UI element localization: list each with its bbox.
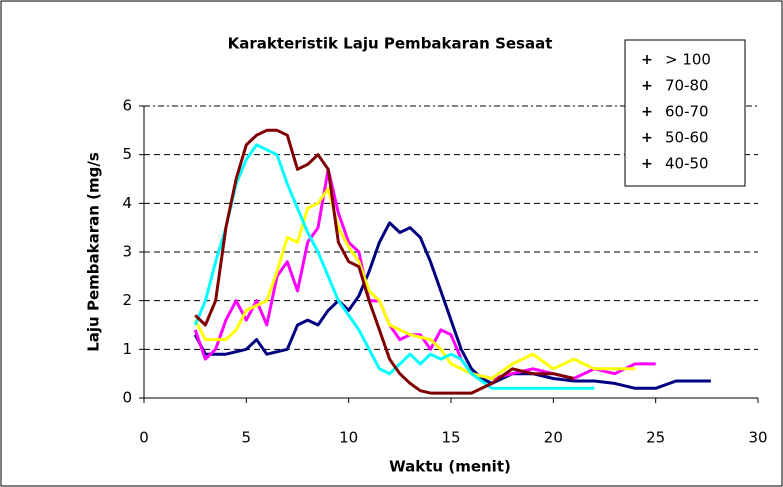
- chart-title: Karakteristik Laju Pembakaran Sesaat: [228, 35, 553, 53]
- y-tick-label: 3: [122, 243, 132, 261]
- legend-label: 40-50: [665, 155, 709, 173]
- legend-label: 70-80: [665, 77, 709, 95]
- x-tick-label: 30: [748, 429, 767, 447]
- legend-marker: +: [641, 78, 653, 94]
- x-tick-label: 0: [139, 429, 149, 447]
- legend-marker: +: [641, 156, 653, 172]
- y-tick-label: 2: [122, 291, 132, 309]
- series-line: [193, 221, 711, 390]
- y-tick-label: 6: [122, 97, 132, 115]
- y-tick-label: 0: [122, 389, 132, 407]
- legend-marker: +: [641, 104, 653, 120]
- legend-label: 50-60: [665, 129, 709, 147]
- x-axis-label: Waktu (menit): [389, 458, 511, 476]
- legend: + > 100 + 70-80 + 60-70 + 50-60 + 40-50: [624, 39, 746, 187]
- plot-area: [144, 105, 758, 395]
- series-line: [194, 128, 575, 395]
- legend-label: 60-70: [665, 103, 709, 121]
- y-axis-label: Laju Pembakaran (mg/s: [85, 152, 103, 352]
- x-tick-label: 5: [242, 429, 252, 447]
- y-tick-label: 4: [122, 194, 132, 212]
- y-tick-label: 1: [122, 340, 132, 358]
- legend-label: > 100: [665, 51, 711, 69]
- x-tick-label: 10: [339, 429, 358, 447]
- series-line: [193, 187, 636, 380]
- x-tick-label: 20: [544, 429, 563, 447]
- y-tick-label: 5: [122, 145, 132, 163]
- x-tick-label: 25: [646, 429, 665, 447]
- legend-marker: +: [641, 130, 653, 146]
- series-line: [193, 143, 595, 390]
- x-tick-label: 15: [441, 429, 460, 447]
- legend-marker: +: [641, 52, 653, 68]
- legend-box: [624, 39, 746, 187]
